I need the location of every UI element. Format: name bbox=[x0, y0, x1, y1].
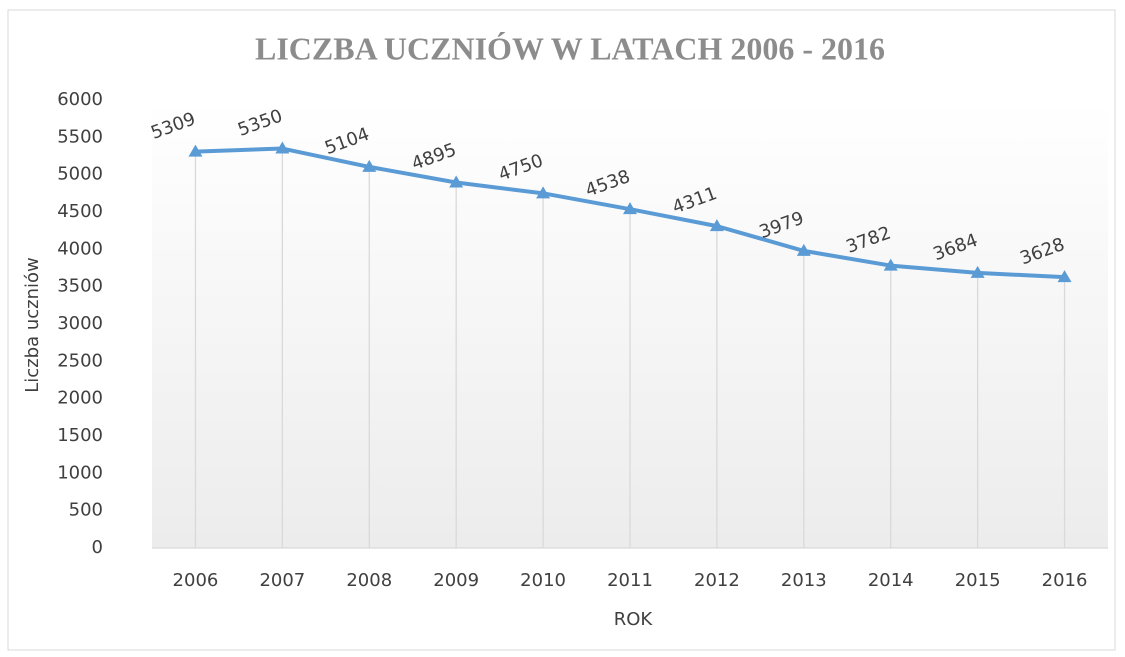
y-tick-label: 2000 bbox=[57, 388, 103, 409]
chart-title: LICZBA UCZNIÓW W LATACH 2006 - 2016 bbox=[255, 30, 885, 66]
x-tick-label: 2006 bbox=[173, 570, 219, 591]
y-tick-label: 4000 bbox=[57, 238, 103, 259]
y-tick-label: 3000 bbox=[57, 313, 103, 334]
x-tick-label: 2011 bbox=[607, 570, 653, 591]
x-tick-label: 2015 bbox=[955, 570, 1001, 591]
y-tick-label: 1000 bbox=[57, 462, 103, 483]
x-tick-label: 2014 bbox=[868, 570, 914, 591]
x-tick-label: 2010 bbox=[520, 570, 566, 591]
marker bbox=[796, 243, 811, 256]
y-tick-label: 0 bbox=[92, 537, 103, 558]
y-tick-label: 5500 bbox=[57, 126, 103, 147]
y-tick-label: 500 bbox=[69, 500, 103, 521]
marker bbox=[275, 141, 290, 154]
marker bbox=[449, 175, 464, 188]
x-tick-label: 2013 bbox=[781, 570, 827, 591]
x-tick-label: 2012 bbox=[694, 570, 740, 591]
y-axis-label: Liczba uczniów bbox=[22, 257, 43, 392]
x-tick-label: 2016 bbox=[1042, 570, 1088, 591]
x-tick-label: 2009 bbox=[433, 570, 479, 591]
marker bbox=[623, 202, 637, 215]
x-tick-label: 2008 bbox=[346, 570, 392, 591]
y-tick-label: 3500 bbox=[57, 276, 103, 297]
marker bbox=[536, 186, 551, 199]
x-tick-label: 2007 bbox=[259, 570, 305, 591]
y-tick-label: 1500 bbox=[57, 425, 103, 446]
marker bbox=[883, 258, 898, 271]
marker bbox=[188, 144, 203, 157]
x-axis-label: ROK bbox=[614, 609, 654, 630]
marker bbox=[709, 219, 724, 232]
y-tick-label: 5000 bbox=[57, 164, 103, 185]
y-tick-label: 6000 bbox=[57, 89, 103, 110]
marker bbox=[970, 265, 985, 278]
y-tick-label: 2500 bbox=[57, 350, 103, 371]
marker bbox=[1057, 270, 1072, 283]
y-tick-label: 4500 bbox=[57, 201, 103, 222]
marker bbox=[362, 159, 377, 172]
